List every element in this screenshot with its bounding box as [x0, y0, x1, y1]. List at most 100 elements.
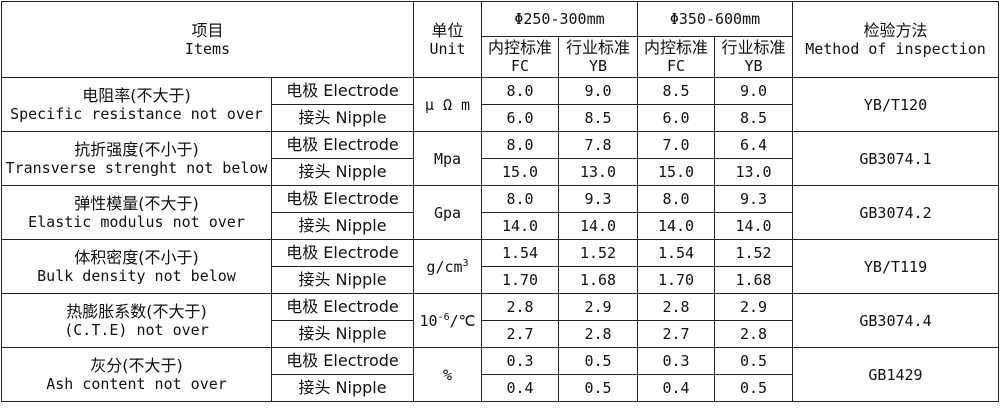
value-cell: 6.0 [481, 104, 559, 132]
value-cell: 9.0 [558, 77, 638, 105]
table-row: 灰分(不大于) Ash content not over 电极 Electrode… [1, 347, 999, 402]
range2-header: Φ350-600mm [637, 1, 793, 37]
unit-header: 单位 Unit [413, 1, 482, 78]
unit-cell: μ Ω m [413, 77, 482, 132]
property-name-zh: 热膨胀系数(不大于) [66, 301, 207, 321]
value-cell: 8.0 [637, 185, 715, 213]
nipple-label: 接头 Nipple [271, 104, 414, 132]
header-row-2: 内控标准 FC 行业标准 YB 内控标准 FC 行业标准 YB [2, 36, 999, 78]
value-cell: 0.5 [558, 347, 638, 375]
nipple-label: 接头 Nipple [271, 320, 414, 348]
yb2-header: 行业标准 YB [714, 36, 793, 78]
table-row: 弹性模量(不大于) Elastic modulus not over 电极 Ele… [1, 185, 999, 240]
value-cell: 0.5 [714, 374, 793, 402]
electrode-label: 电极 Electrode [271, 239, 414, 267]
nipple-label: 接头 Nipple [271, 266, 414, 294]
value-cell: 6.4 [714, 131, 793, 159]
value-cell: 7.0 [637, 131, 715, 159]
value-cell: 15.0 [637, 158, 715, 186]
value-cell: 9.3 [558, 185, 638, 213]
property-name-zh: 电阻率(不大于) [82, 85, 191, 105]
value-cell: 2.9 [714, 293, 793, 321]
yb2-header-en: YB [744, 57, 763, 75]
unit-base: g/cm [426, 257, 463, 276]
unit-superscript: 3 [462, 257, 469, 269]
nipple-label: 接头 Nipple [271, 374, 414, 402]
value-cell: 2.9 [558, 293, 638, 321]
method-header-en: Method of inspection [805, 39, 986, 58]
yb2-header-zh: 行业标准 [721, 38, 786, 57]
method-cell: GB3074.4 [792, 293, 999, 348]
unit-base: 10 [419, 311, 438, 330]
items-header-en: Items [184, 39, 231, 58]
value-cell: 0.4 [481, 374, 559, 402]
yb1-header-zh: 行业标准 [565, 38, 630, 57]
value-cell: 9.3 [714, 185, 793, 213]
value-cell: 1.54 [637, 239, 715, 267]
unit-header-zh: 单位 [431, 20, 464, 40]
value-cell: 7.8 [558, 131, 638, 159]
value-cell: 0.5 [558, 374, 638, 402]
property-name: 灰分(不大于) Ash content not over [1, 347, 272, 402]
method-cell: YB/T119 [792, 239, 999, 294]
range1-header: Φ250-300mm [481, 1, 638, 37]
table-row: 接头 Nipple 14.0 14.0 14.0 14.0 [2, 212, 999, 240]
value-cell: 2.7 [481, 320, 559, 348]
nipple-label: 接头 Nipple [271, 158, 414, 186]
value-cell: 8.0 [481, 185, 559, 213]
value-cell: 0.3 [481, 347, 559, 375]
fc1-header: 内控标准 FC [481, 36, 559, 78]
property-name-en: Elastic modulus not over [28, 212, 245, 231]
value-cell: 14.0 [481, 212, 559, 240]
property-name: 体积密度(不小于) Bulk density not below [1, 239, 272, 294]
items-header-zh: 项目 [191, 20, 224, 40]
fc2-header: 内控标准 FC [637, 36, 715, 78]
value-cell: 1.52 [714, 239, 793, 267]
property-name-en: Transverse strenght not below [5, 158, 268, 177]
value-cell: 9.0 [714, 77, 793, 105]
value-cell: 2.8 [558, 320, 638, 348]
method-cell: GB1429 [792, 347, 999, 402]
value-cell: 0.5 [714, 347, 793, 375]
method-cell: GB3074.1 [792, 131, 999, 186]
unit-header-en: Unit [429, 39, 466, 58]
value-cell: 15.0 [481, 158, 559, 186]
unit-tail: /℃ [449, 311, 476, 330]
property-name: 电阻率(不大于) Specific resistance not over [1, 77, 272, 132]
property-name-en: Specific resistance not over [10, 104, 263, 123]
value-cell: 1.54 [481, 239, 559, 267]
value-cell: 2.8 [714, 320, 793, 348]
table-row: 接头 Nipple 0.4 0.5 0.4 0.5 [2, 374, 999, 402]
value-cell: 2.8 [481, 293, 559, 321]
value-cell: 14.0 [714, 212, 793, 240]
property-name-en: Bulk density not below [37, 266, 236, 285]
table-row: 体积密度(不小于) Bulk density not below 电极 Elect… [1, 239, 999, 294]
fc1-header-zh: 内控标准 [487, 38, 552, 57]
fc1-header-en: FC [510, 57, 530, 75]
value-cell: 8.0 [481, 131, 559, 159]
fc2-header-en: FC [666, 57, 686, 75]
property-name-zh: 灰分(不大于) [90, 355, 183, 375]
unit-cell: g/cm3 [413, 239, 482, 294]
value-cell: 8.0 [481, 77, 559, 105]
value-cell: 14.0 [558, 212, 638, 240]
table-row: 接头 Nipple 2.7 2.8 2.7 2.8 [2, 320, 999, 348]
table-row: 接头 Nipple 6.0 8.5 6.0 8.5 [2, 104, 999, 132]
method-header-zh: 检验方法 [863, 20, 928, 40]
value-cell: 2.7 [637, 320, 715, 348]
table-row: 热膨胀系数(不大于) (C.T.E) not over 电极 Electrode … [1, 293, 999, 348]
value-cell: 13.0 [714, 158, 793, 186]
unit-cell: % [413, 347, 482, 402]
property-name: 热膨胀系数(不大于) (C.T.E) not over [1, 293, 272, 348]
value-cell: 1.70 [481, 266, 559, 294]
method-cell: YB/T120 [792, 77, 999, 132]
fc2-header-zh: 内控标准 [643, 38, 708, 57]
electrode-label: 电极 Electrode [271, 347, 414, 375]
property-name: 弹性模量(不大于) Elastic modulus not over [1, 185, 272, 240]
property-name: 抗折强度(不小于) Transverse strenght not below [1, 131, 272, 186]
table-row: 接头 Nipple 1.70 1.68 1.70 1.68 [2, 266, 999, 294]
value-cell: 1.70 [637, 266, 715, 294]
nipple-label: 接头 Nipple [271, 212, 414, 240]
property-name-en: (C.T.E) not over [64, 320, 209, 339]
value-cell: 2.8 [637, 293, 715, 321]
